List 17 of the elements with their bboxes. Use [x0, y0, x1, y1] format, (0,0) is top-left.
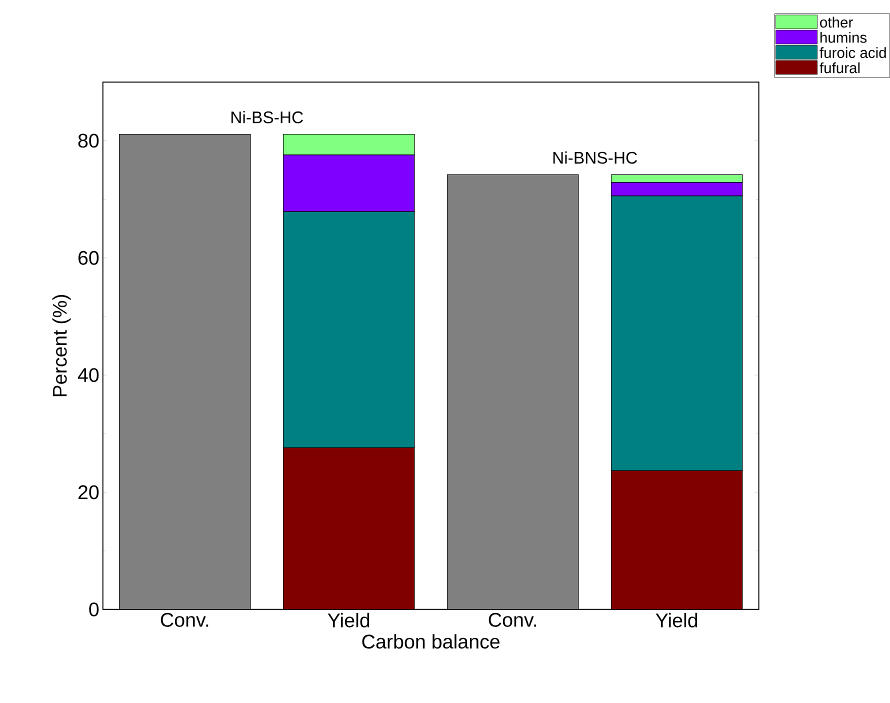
x-tick-label: Conv.	[160, 612, 208, 627]
legend-label: furoic acid	[820, 46, 886, 58]
y-axis-title: Percent (%)	[52, 294, 71, 396]
y-tick-label: 80	[78, 134, 99, 148]
annotation: Ni-BNS-HC	[553, 151, 638, 164]
x-tick-label: Yield	[328, 612, 370, 628]
annotation: Ni-BS-HC	[231, 110, 304, 124]
legend-label: humins	[820, 32, 867, 43]
x-tick-label: Yield	[656, 612, 698, 628]
y-tick-label: 20	[78, 485, 99, 500]
legend-label: other	[820, 16, 853, 28]
y-tick-label: 0	[89, 602, 99, 616]
y-tick-label: 60	[78, 250, 99, 265]
x-tick-label: Conv.	[488, 612, 536, 627]
x-axis-title: Carbon balance	[362, 634, 500, 648]
y-tick-label: 40	[78, 368, 99, 382]
legend-label: fufural	[820, 62, 860, 73]
